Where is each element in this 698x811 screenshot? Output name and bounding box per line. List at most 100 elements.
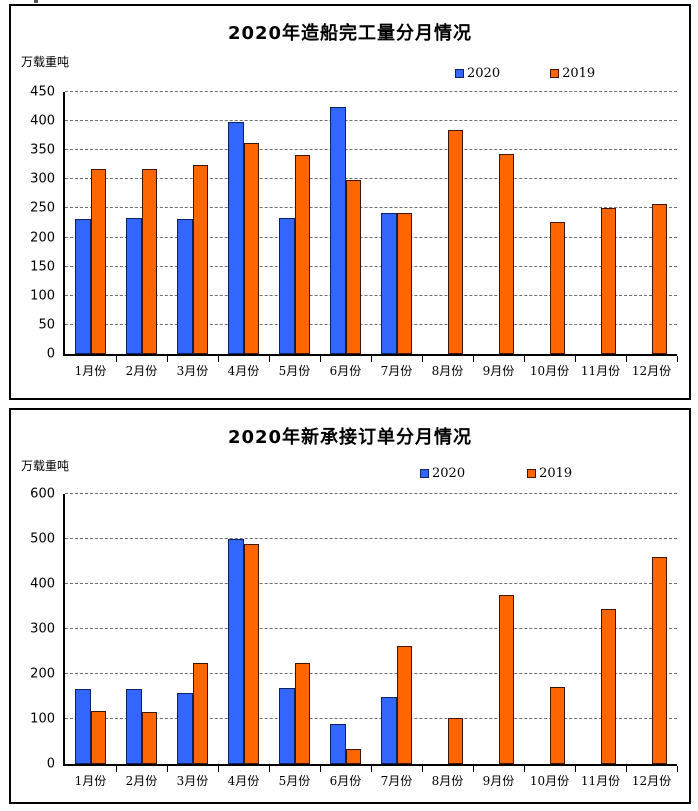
gridline-100 [65,294,677,296]
category-group-8月份 [422,494,474,772]
gridline-500 [65,538,677,539]
x-axis-tick-11 [626,766,627,772]
x-axis-tick-2 [167,766,168,772]
y-tick-label-150: 150 [30,259,55,275]
y-tick-label-0: 0 [46,756,55,772]
y-tick-label-300: 300 [30,171,55,187]
x-axis-tick-1 [116,766,117,772]
x-axis-tick-6 [371,356,372,362]
bar-2020-2月份 [126,689,142,764]
top-edge-artifact [34,0,38,3]
bar-2020-4月份 [228,539,244,764]
x-label-6月份: 6月份 [329,364,362,378]
x-axis-tick-4 [269,766,270,772]
legend-swatch-2019 [550,69,560,78]
bar-2019-11月份 [600,207,616,354]
legend: 2020 2019 [455,66,595,81]
legend-swatch-2020 [420,469,429,478]
y-tick-label-600: 600 [30,486,55,502]
bar-2020-5月份 [279,687,295,764]
completion-chart-panel: 2020年造船完工量分月情况 万载重吨 2020 2019 0 50 100 150 2… [9,4,691,400]
bar-2019-8月份 [447,130,463,354]
y-tick-label-250: 250 [30,200,55,216]
x-label-2月份: 2月份 [125,364,158,378]
x-axis-tick-5 [320,766,321,772]
y-tick-label-200: 200 [30,666,55,682]
x-label-1月份: 1月份 [74,364,107,378]
x-axis-tick-10 [575,356,576,362]
y-axis-unit-label: 万载重吨 [21,459,70,473]
bar-2019-8月份 [447,718,463,764]
category-group-6月份 [320,92,372,362]
gridline-300 [65,628,677,629]
category-group-4月份 [218,494,270,772]
category-group-5月份 [269,494,321,772]
gridline-400 [65,120,677,122]
x-label-12月份: 12月份 [631,774,672,788]
category-group-4月份 [218,92,270,362]
category-group-3月份 [167,92,219,362]
x-label-10月份: 10月份 [529,364,570,378]
bar-2020-6月份 [330,107,346,354]
new-orders-chart-panel: 2020年新承接订单分月情况 万载重吨 2020 2019 0 100 200 300… [9,408,691,804]
x-label-5月份: 5月份 [278,774,311,788]
category-group-7月份 [371,92,423,362]
x-label-8月份: 8月份 [431,774,464,788]
y-tick-label-200: 200 [30,230,55,246]
category-group-8月份 [422,92,474,362]
bar-2019-3月份 [192,662,208,764]
x-axis-labels: 1月份 2月份 3月份 4月份 5月份 6月份 7月份 8月份 9月份 10月份 11月份 12月份 [65,772,677,789]
y-tick-label-100: 100 [30,288,55,304]
bar-2019-4月份 [243,142,259,354]
gridline-600 [65,493,677,494]
y-tick-label-0: 0 [46,346,55,362]
x-label-11月份: 11月份 [580,364,621,378]
x-label-4月份: 4月份 [227,364,260,378]
y-axis-unit-label: 万载重吨 [21,55,70,69]
bar-2019-7月份 [396,212,412,354]
y-tick-label-400: 400 [30,576,55,592]
gridline-350 [65,149,677,151]
x-label-9月份: 9月份 [482,774,515,788]
bar-2020-7月份 [381,212,397,354]
x-axis-labels: 1月份 2月份 3月份 4月份 5月份 6月份 7月份 8月份 9月份 10月份 11月份 12月份 [65,362,677,379]
x-axis-tick-7 [422,356,423,362]
x-label-7月份: 7月份 [380,774,413,788]
x-label-7月份: 7月份 [380,364,413,378]
gridline-100 [65,718,677,719]
bar-2019-1月份 [90,711,106,764]
bar-2019-1月份 [90,169,106,354]
bar-2020-4月份 [228,121,244,354]
category-group-3月份 [167,494,219,772]
bar-2019-10月份 [549,686,565,764]
plot-area: 0 50 100 150 200 250 300 350 400 450 1月份 2月份 3月份 4月份 5… [30,86,678,378]
y-tick-label-100: 100 [30,711,55,727]
gridline-200 [65,236,677,238]
legend-label-2019: 2019 [539,466,573,481]
y-tick-label-350: 350 [30,142,55,158]
x-axis-tick-7 [422,766,423,772]
legend-item-2019: 2019 [527,466,572,481]
x-axis-tick-12 [677,766,678,772]
bar-2019-6月份 [345,179,361,354]
x-axis-tick-9 [524,766,525,772]
gridline-400 [65,583,677,584]
gridline-250 [65,207,677,209]
category-group-11月份 [575,494,627,772]
bar-2019-9月份 [498,595,514,764]
bar-2019-6月份 [345,749,361,764]
category-group-12月份 [626,494,678,772]
x-label-12月份: 12月份 [631,364,672,378]
gridline-50 [65,323,677,325]
bar-groups [65,494,678,772]
x-label-5月份: 5月份 [278,364,311,378]
x-label-3月份: 3月份 [176,364,209,378]
category-group-2月份 [116,494,168,772]
x-label-3月份: 3月份 [176,774,209,788]
x-axis-tick-3 [218,766,219,772]
bar-2019-2月份 [141,169,157,354]
bar-2020-2月份 [126,217,142,354]
bar-2019-12月份 [651,204,667,354]
legend-item-2019: 2019 [550,66,595,81]
